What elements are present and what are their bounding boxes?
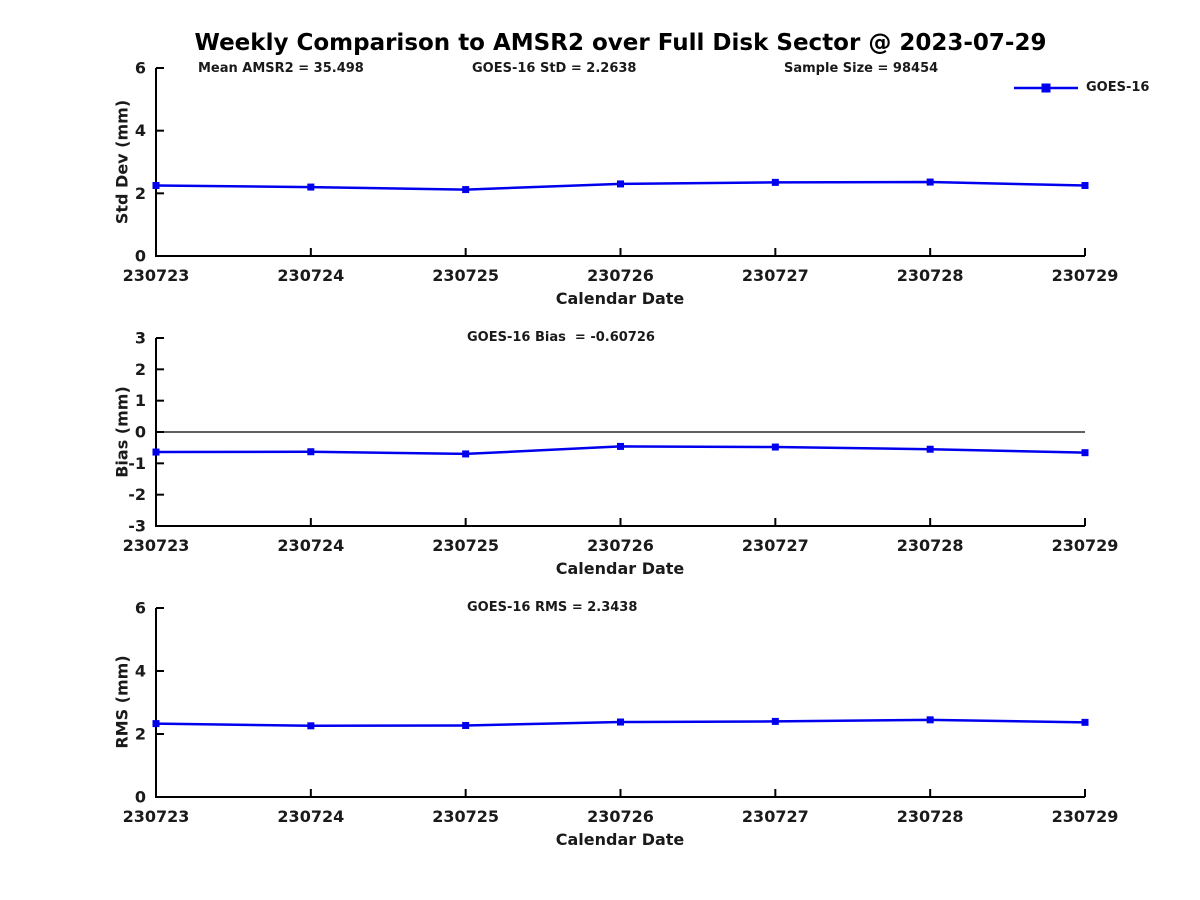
rms-y-axis-label: RMS (mm) [112,655,132,749]
sample-size-annotation: Sample Size = 98454 [784,61,939,76]
stddev-y-axis-label: Std Dev (mm) [112,99,132,225]
std-dev-data-point [152,182,160,189]
svg-text:2: 2 [135,725,146,744]
svg-text:0: 0 [135,423,146,442]
svg-text:230724: 230724 [277,266,344,285]
goes16-std-annotation: GOES-16 StD = 2.2638 [472,61,637,76]
svg-text:230724: 230724 [277,536,344,555]
bias-data-point [617,442,624,450]
bias-y-axis-label: Bias (mm) [112,386,132,478]
svg-text:230724: 230724 [277,807,344,826]
legend: GOES-16 [1014,80,1149,95]
svg-text:230726: 230726 [587,266,654,285]
mean-amsr2-annotation: Mean AMSR2 = 35.498 [198,61,364,76]
legend-label: GOES-16 [1086,80,1150,95]
svg-text:4: 4 [135,662,146,681]
svg-text:230725: 230725 [432,536,499,555]
svg-text:230725: 230725 [432,807,499,826]
svg-text:0: 0 [135,788,146,807]
svg-text:-3: -3 [128,517,146,536]
bias-data-point [152,448,160,456]
svg-text:4: 4 [135,121,146,140]
std-dev-data-point [307,183,315,191]
std-dev-data-point [462,186,470,194]
svg-text:230728: 230728 [897,266,964,285]
svg-text:3: 3 [135,329,146,348]
svg-text:0: 0 [135,247,146,266]
goes16-rms-annotation: GOES-16 RMS = 2.3438 [467,600,638,615]
svg-text:230728: 230728 [897,536,964,555]
svg-text:230723: 230723 [123,536,190,555]
rms-subplot: 0 2 4 6 230723 230724 230725 230726 230727 230728… [123,599,1119,827]
svg-text:230728: 230728 [897,807,964,826]
svg-text:230723: 230723 [123,266,190,285]
rms-data-point [307,722,315,730]
rms-data-point [617,718,624,726]
std-dev-data-point [771,178,779,186]
bias-data-point [307,448,315,456]
bias-x-axis-label: Calendar Date [555,559,685,578]
bias-data-point [462,450,470,458]
svg-text:230729: 230729 [1052,807,1119,826]
bias-subplot: -3 -2 -1 0 1 2 3 230723 230724 230725 230726 230727… [123,329,1119,556]
svg-text:6: 6 [135,599,146,618]
svg-text:2: 2 [135,184,146,203]
bias-data-point [926,445,934,453]
rms-data-point [152,720,160,728]
svg-text:230729: 230729 [1052,536,1119,555]
svg-text:-2: -2 [128,485,146,504]
stddev-x-axis-label: Calendar Date [555,289,685,308]
rms-data-point [771,717,779,725]
rms-x-axis-label: Calendar Date [555,830,685,849]
svg-text:230723: 230723 [123,807,190,826]
svg-text:1: 1 [135,391,146,410]
svg-text:230729: 230729 [1052,266,1119,285]
legend-line-icon [1014,83,1078,92]
svg-text:230727: 230727 [742,266,809,285]
svg-text:230725: 230725 [432,266,499,285]
std-dev-data-point [617,180,624,188]
rms-data-point [462,721,470,729]
svg-text:-1: -1 [128,454,146,473]
rms-data-point [926,716,934,724]
svg-text:230726: 230726 [587,807,654,826]
goes16-bias-annotation: GOES-16 Bias = -0.60726 [467,330,655,345]
svg-text:230727: 230727 [742,536,809,555]
bias-data-point [1081,449,1089,457]
svg-text:6: 6 [135,59,146,78]
std-dev-subplot: 0 2 4 6 230723 230724 230725 230726 230727 230728… [123,59,1119,286]
figure-title: Weekly Comparison to AMSR2 over Full Dis… [194,30,1047,56]
svg-text:230727: 230727 [742,807,809,826]
svg-text:230726: 230726 [587,536,654,555]
svg-text:2: 2 [135,360,146,379]
rms-data-point [1081,718,1089,726]
bias-data-point [771,443,779,451]
std-dev-data-point [926,178,934,186]
std-dev-data-point [1081,182,1089,189]
